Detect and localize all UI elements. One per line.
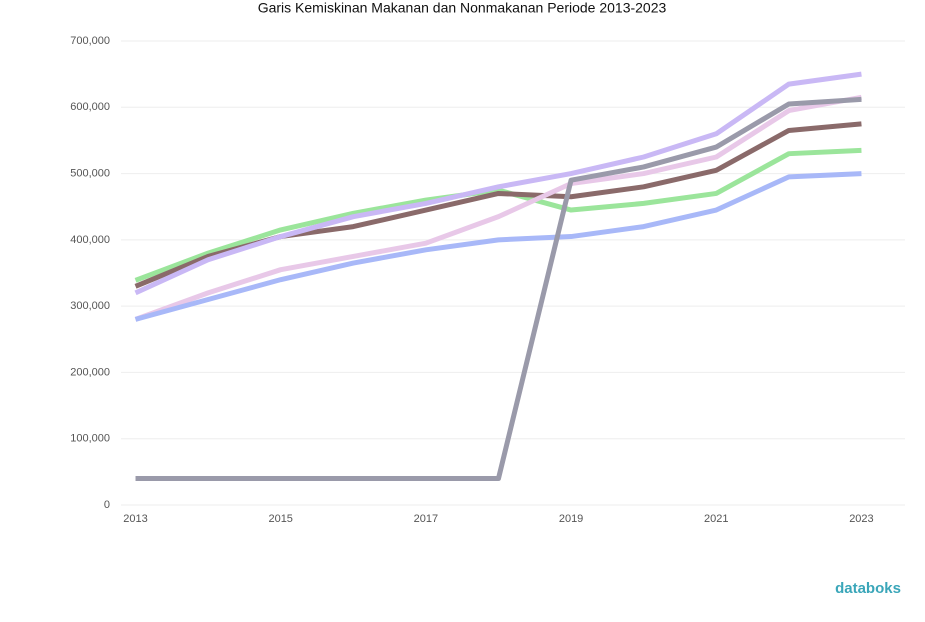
x-tick-label: 2015 [268, 513, 292, 525]
y-tick-label: 500,000 [70, 167, 110, 179]
x-tick-label: 2017 [414, 513, 438, 525]
series-line [134, 94, 862, 322]
y-tick-label: 0 [104, 499, 110, 511]
y-tick-label: 100,000 [70, 433, 110, 445]
logo: databoks [835, 580, 901, 597]
series-line [134, 171, 862, 322]
series-line [134, 147, 862, 283]
x-tick-label: 2023 [849, 513, 873, 525]
series-line [135, 96, 862, 481]
y-tick-label: 700,000 [70, 35, 110, 47]
y-tick-label: 300,000 [70, 300, 110, 312]
series-line [134, 121, 862, 289]
y-tick-label: 400,000 [70, 234, 110, 246]
x-tick-label: 2019 [559, 513, 583, 525]
series-line [134, 71, 862, 296]
x-tick-label: 2013 [123, 513, 147, 525]
chart-title: Garis Kemiskinan Makanan dan Nonmakanan … [258, 0, 667, 16]
y-tick-label: 600,000 [70, 101, 110, 113]
y-tick-label: 200,000 [70, 366, 110, 378]
x-tick-label: 2021 [704, 513, 728, 525]
